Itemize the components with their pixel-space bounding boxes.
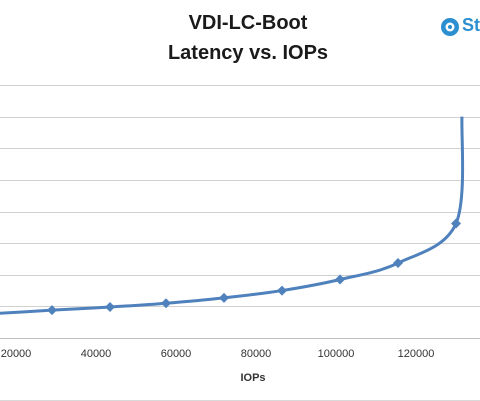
grid-lines (0, 85, 480, 339)
x-tick-label: 100000 (318, 348, 355, 360)
x-tick-label: 60000 (161, 348, 192, 360)
x-tick-label: 120000 (398, 348, 435, 360)
data-point-marker (451, 218, 461, 229)
chart-title-line-1: VDI-LC-Boot (188, 12, 308, 34)
data-point-marker (219, 292, 229, 303)
chart-title-line-2: Latency vs. IOPs (167, 42, 329, 64)
series-line (0, 116, 465, 315)
logo-text: St (462, 15, 480, 35)
x-tick-labels: 2000040000600008000010000012000014 (1, 348, 435, 360)
data-point-marker (335, 274, 345, 285)
brand-logo: St (440, 14, 480, 38)
x-axis-title: IOPs (240, 372, 265, 384)
x-tick-label: 40000 (81, 348, 112, 360)
data-point-marker (105, 302, 115, 313)
data-point-marker (161, 298, 171, 309)
x-tick-label: 80000 (241, 348, 272, 360)
x-tick-label: 20000 (1, 348, 32, 360)
series-layer (0, 116, 465, 316)
data-point-marker (393, 258, 403, 269)
logo-icon (441, 18, 459, 36)
data-point-marker (277, 285, 287, 296)
data-point-marker (47, 305, 57, 316)
